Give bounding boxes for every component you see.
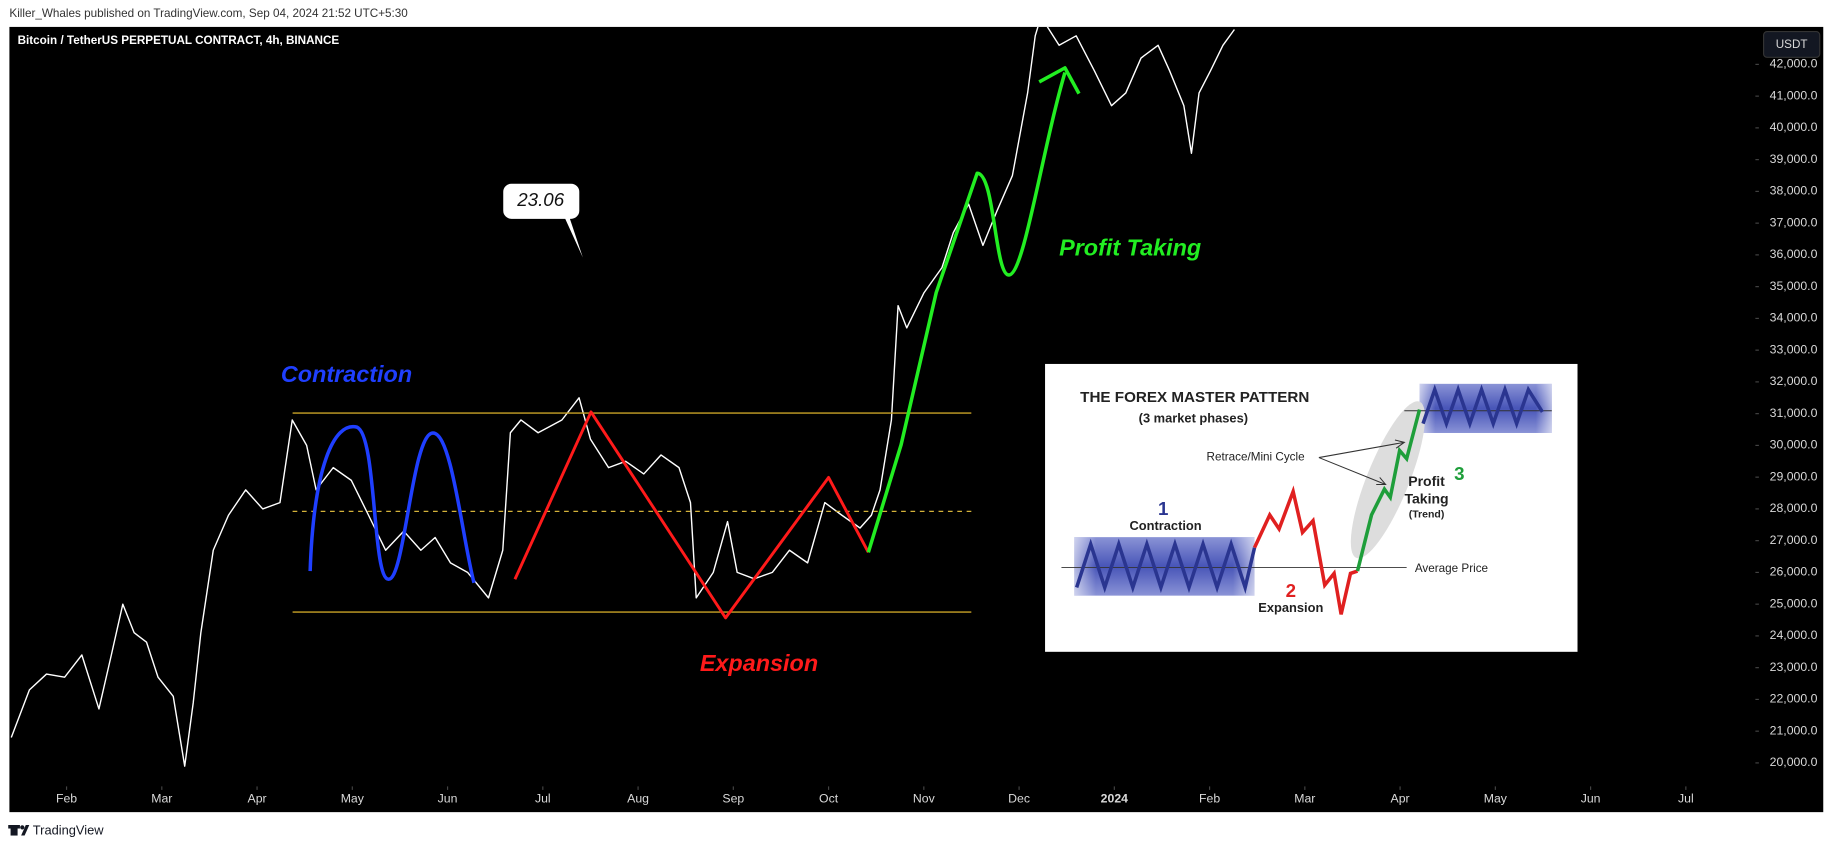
inset-top-zigzag xyxy=(1421,384,1544,430)
y-tick-label: 37,000.0 xyxy=(1770,215,1818,229)
x-tick-label: Aug xyxy=(627,792,649,806)
profit-label: Profit Taking xyxy=(1059,234,1201,260)
y-tick-label: 40,000.0 xyxy=(1770,120,1818,134)
contraction-curve xyxy=(308,424,476,584)
inset-expansion-zigzag xyxy=(1252,485,1359,615)
expansion-curve xyxy=(513,410,870,620)
inset-phase3-line3: (Trend) xyxy=(1409,509,1445,521)
x-tick-label: Jun xyxy=(438,792,458,806)
x-tick-label: May xyxy=(1484,792,1508,806)
contraction-label: Contraction xyxy=(281,361,412,387)
inset-band-left-fade xyxy=(1074,537,1255,596)
inset-subtitle: (3 market phases) xyxy=(1139,410,1248,425)
inset-phase2-number: 2 xyxy=(1286,580,1296,601)
y-tick-label: 27,000.0 xyxy=(1770,533,1818,547)
chart-title: Bitcoin / TetherUS PERPETUAL CONTRACT, 4… xyxy=(18,34,340,47)
axes: 20,000.0 21,000.0 22,000.0 23,000.0 24,000.0… xyxy=(56,57,1818,806)
y-tick-label: 30,000.0 xyxy=(1770,438,1818,452)
publisher: Killer_Whales published on TradingView.c… xyxy=(9,7,408,20)
profit-curve xyxy=(866,66,1081,553)
plot-area xyxy=(10,26,1235,767)
drawings: 23.06 Contraction Expansion Profit Takin… xyxy=(281,66,1201,676)
y-tick-label: 42,000.0 xyxy=(1770,57,1818,71)
x-tick-label: Apr xyxy=(248,792,267,806)
x-tick-label: Jul xyxy=(1678,792,1694,806)
y-tick-label: 34,000.0 xyxy=(1770,311,1818,325)
y-tick-label: 23,000.0 xyxy=(1770,660,1818,674)
callout-box xyxy=(503,183,583,258)
y-tick-label: 33,000.0 xyxy=(1770,342,1818,356)
y-tick-label: 29,000.0 xyxy=(1770,469,1818,483)
y-tick-label: 25,000.0 xyxy=(1770,596,1818,610)
inset-retrace: Retrace/Mini Cycle xyxy=(1207,451,1305,464)
x-tick-label: Jul xyxy=(535,792,551,806)
y-tick-label: 21,000.0 xyxy=(1770,723,1818,737)
y-tick-label: 28,000.0 xyxy=(1770,501,1818,515)
inset-average: Average Price xyxy=(1415,562,1488,575)
inset: THE FOREX MASTER PATTERN (3 market phase… xyxy=(1045,363,1578,652)
footer-logo xyxy=(8,825,30,836)
y-tick-label: 38,000.0 xyxy=(1770,184,1818,198)
x-tick-label: Apr xyxy=(1391,792,1410,806)
x-tick-label: Oct xyxy=(819,792,839,806)
expansion-label: Expansion xyxy=(700,650,818,676)
inset-title: THE FOREX MASTER PATTERN xyxy=(1080,389,1309,406)
x-tick-label: Sep xyxy=(722,792,744,806)
currency[interactable]: USDT xyxy=(1776,38,1808,51)
inset-phase3-line1: Profit xyxy=(1408,473,1445,489)
inset-arrows xyxy=(1318,439,1406,486)
x-tick-label: Feb xyxy=(56,792,77,806)
y-tick-label: 39,000.0 xyxy=(1770,152,1818,166)
x-tick-label: Nov xyxy=(913,792,936,806)
y-tick-label: 36,000.0 xyxy=(1770,247,1818,261)
x-tick-label: May xyxy=(341,792,365,806)
inset-phase3-line2: Taking xyxy=(1404,490,1448,506)
x-tick-label: Mar xyxy=(1294,792,1315,806)
inset-trend-line xyxy=(1355,409,1422,572)
y-tick-label: 31,000.0 xyxy=(1770,406,1818,420)
inset-phase1-number: 1 xyxy=(1158,498,1168,519)
y-tick-label: 24,000.0 xyxy=(1770,628,1818,642)
x-tick-label: Mar xyxy=(151,792,172,806)
y-tick-label: 20,000.0 xyxy=(1770,755,1818,769)
x-tick-label: 2024 xyxy=(1101,792,1128,806)
y-tick-label: 35,000.0 xyxy=(1770,279,1818,293)
x-tick-label: Jun xyxy=(1581,792,1601,806)
x-tick-label: Feb xyxy=(1199,792,1220,806)
price-line xyxy=(10,26,1235,767)
inset-phase3-number: 3 xyxy=(1454,463,1464,484)
y-tick-label: 26,000.0 xyxy=(1770,565,1818,579)
inset-phase1-name: Contraction xyxy=(1130,518,1202,533)
footer-brand: TradingView xyxy=(33,822,104,837)
inset-phase2-name: Expansion xyxy=(1258,600,1323,615)
x-tick-label: Dec xyxy=(1008,792,1030,806)
currency-box[interactable] xyxy=(1762,31,1821,58)
inset-contraction-zigzag xyxy=(1074,538,1257,594)
y-tick-label: 22,000.0 xyxy=(1770,692,1818,706)
y-tick-label: 41,000.0 xyxy=(1770,88,1818,102)
y-tick-label: 32,000.0 xyxy=(1770,374,1818,388)
callout-text: 23.06 xyxy=(516,189,564,210)
